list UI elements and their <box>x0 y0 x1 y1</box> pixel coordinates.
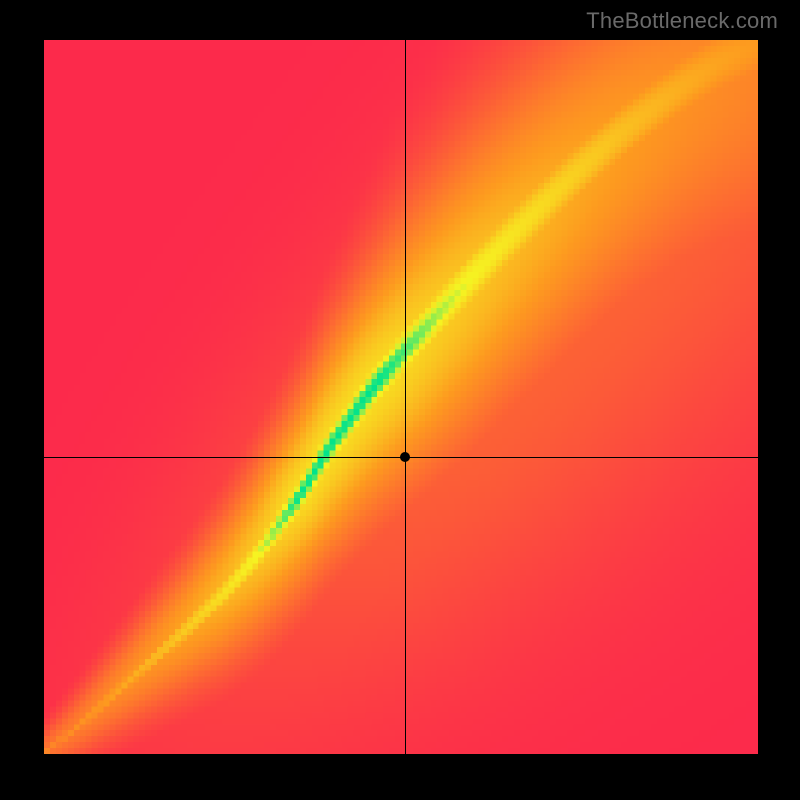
crosshair-vertical <box>405 40 406 754</box>
bottleneck-heatmap <box>44 40 758 754</box>
crosshair-marker-dot <box>400 452 410 462</box>
heatmap-canvas <box>44 40 758 754</box>
watermark: TheBottleneck.com <box>586 8 778 34</box>
